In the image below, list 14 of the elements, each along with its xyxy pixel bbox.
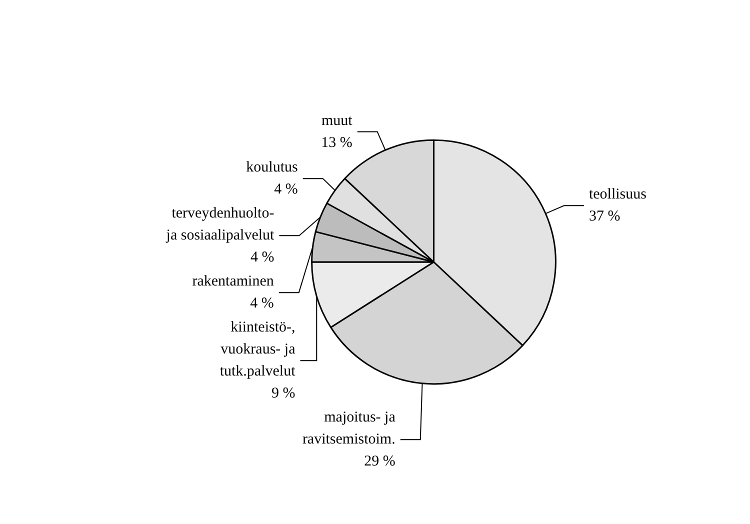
data-label: 4 %	[250, 296, 274, 312]
data-label: 4 %	[250, 250, 274, 266]
data-label: 29 %	[364, 454, 396, 470]
slice-label: kiinteistö-, vuokraus- ja tutk.palvelut	[220, 320, 296, 380]
slice-label: rakentaminen	[192, 274, 274, 290]
slice-label: muut	[322, 112, 354, 129]
data-label: 4 %	[274, 182, 298, 198]
data-label: 13 %	[321, 134, 352, 151]
data-label: 37 %	[588, 208, 620, 225]
data-label: 9 %	[271, 386, 296, 402]
slice-label: majoitus- ja ravitsemistoim.	[302, 410, 396, 448]
slice-label: teollisuus	[588, 186, 647, 203]
slice-label: koulutus	[246, 160, 298, 176]
slice-label: terveydenhuolto- ja sosiaalipalvelut	[165, 206, 276, 244]
